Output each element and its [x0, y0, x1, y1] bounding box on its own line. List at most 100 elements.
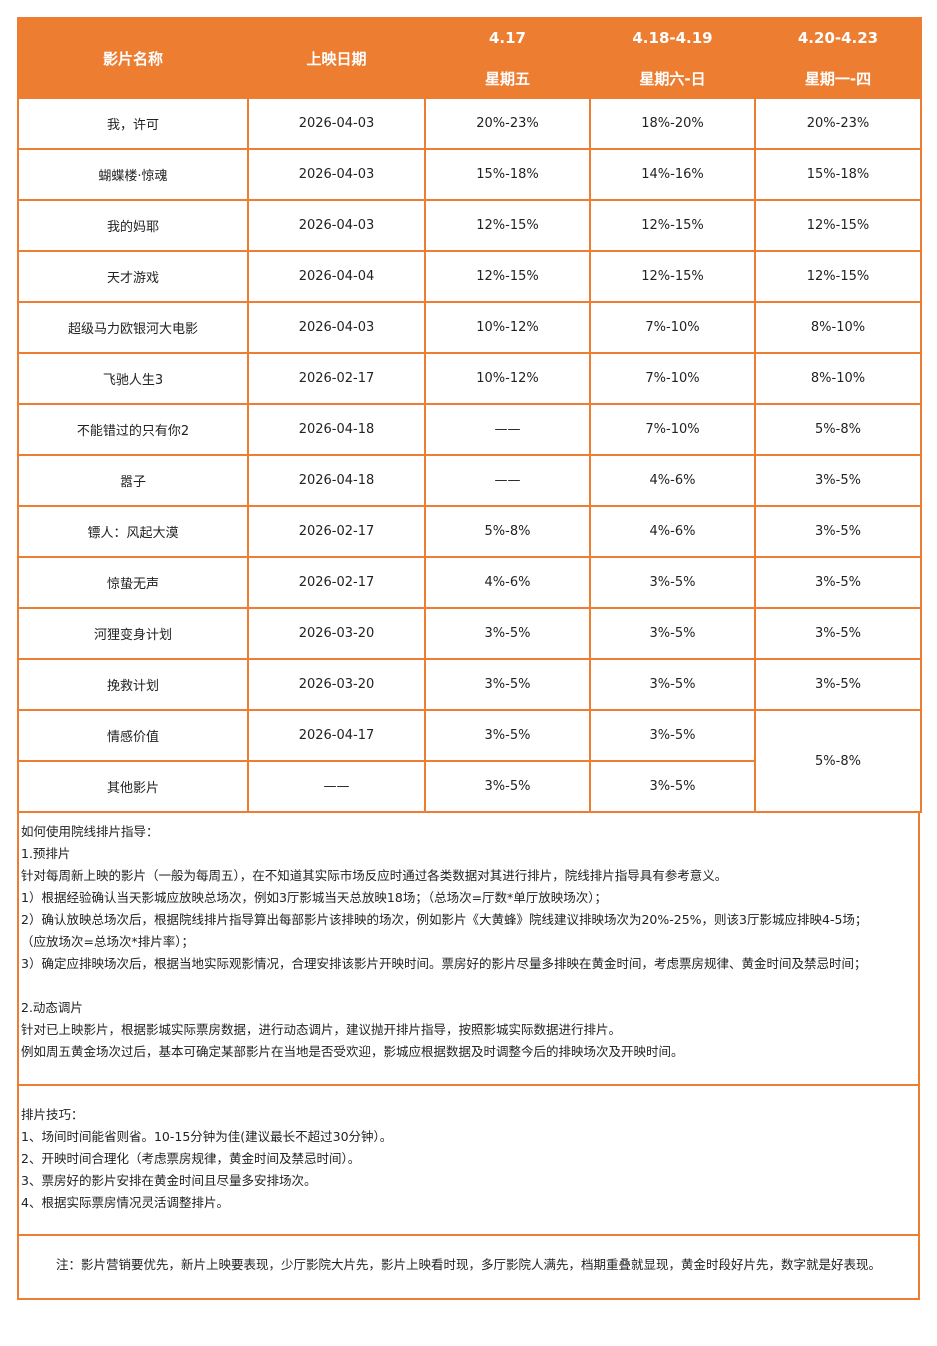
header-col1-day: 星期五: [424, 57, 591, 99]
table-cell: 3%-5%: [754, 454, 922, 507]
table-cell: 3%-5%: [754, 556, 922, 609]
schedule-document: 影片名称 上映日期 4.17 4.18-4.19 4.20-4.23 星期五 星…: [17, 17, 922, 1300]
table-cell: 2026-04-03: [247, 97, 426, 150]
header-release-date: 上映日期: [247, 17, 426, 99]
table-cell: 飞驰人生3: [17, 352, 249, 405]
table-cell: 3%-5%: [424, 607, 591, 660]
table-cell: 蝴蝶楼·惊魂: [17, 148, 249, 201]
table-cell: 4%-6%: [424, 556, 591, 609]
note-line: 针对每周新上映的影片（一般为每周五），在不知道其实际市场反应时通过各类数据对其进…: [21, 868, 728, 883]
table-row: 不能错过的只有你2 2026-04-18 —— 7%-10% 5%-8%: [17, 403, 922, 456]
tip-line: 2、开映时间合理化（考虑票房规律，黄金时间及禁忌时间）。: [21, 1151, 361, 1166]
table-cell: 15%-18%: [424, 148, 591, 201]
table-row: 我的妈耶 2026-04-03 12%-15% 12%-15% 12%-15%: [17, 199, 922, 252]
table-cell: 我的妈耶: [17, 199, 249, 252]
tip-line: 1、场间时间能省则省。10-15分钟为佳(建议最长不超过30分钟）。: [21, 1129, 393, 1144]
header-col3-day: 星期一-四: [754, 57, 922, 99]
table-cell: 7%-10%: [589, 301, 756, 354]
table-cell: 15%-18%: [754, 148, 922, 201]
table-cell: 4%-6%: [589, 505, 756, 558]
table-cell: 12%-15%: [754, 199, 922, 252]
table-cell: 12%-15%: [424, 250, 591, 303]
note-line: 1.预排片: [21, 846, 71, 861]
table-cell: 3%-5%: [424, 760, 591, 813]
table-cell: 10%-12%: [424, 301, 591, 354]
table-cell: 2026-02-17: [247, 505, 426, 558]
note-line: 针对已上映影片，根据影城实际票房数据，进行动态调片，建议抛开排片指导，按照影城实…: [21, 1022, 622, 1037]
table-cell: 惊蛰无声: [17, 556, 249, 609]
table-cell: 3%-5%: [589, 760, 756, 813]
note-line: 如何使用院线排片指导：: [21, 824, 159, 839]
table-cell: 天才游戏: [17, 250, 249, 303]
table-cell: 2026-04-03: [247, 148, 426, 201]
table-cell: 12%-15%: [589, 250, 756, 303]
tip-line: 排片技巧：: [21, 1107, 84, 1122]
table-cell: 18%-20%: [589, 97, 756, 150]
table-cell: ——: [424, 454, 591, 507]
note-line: 3）确定应排映场次后，根据当地实际观影情况，合理安排该影片开映时间。票房好的影片…: [21, 956, 867, 971]
table-cell: 20%-23%: [754, 97, 922, 150]
note-line: 1）根据经验确认当天影城应放映总场次，例如3厅影城当天总放映18场；（总场次=厅…: [21, 890, 608, 905]
table-cell: 2026-04-03: [247, 301, 426, 354]
header-film-name: 影片名称: [17, 17, 249, 99]
scheduling-tips: 排片技巧： 1、场间时间能省则省。10-15分钟为佳(建议最长不超过30分钟）。 2…: [17, 1086, 920, 1236]
table-cell: 14%-16%: [589, 148, 756, 201]
table-row: 蝴蝶楼·惊魂 2026-04-03 15%-18% 14%-16% 15%-18%: [17, 148, 922, 201]
table-cell: 2026-04-18: [247, 454, 426, 507]
table-cell: 2026-04-04: [247, 250, 426, 303]
table-cell: 8%-10%: [754, 352, 922, 405]
table-cell: 3%-5%: [754, 658, 922, 711]
table-row: 天才游戏 2026-04-04 12%-15% 12%-15% 12%-15%: [17, 250, 922, 303]
note-line: [21, 975, 916, 997]
table-row: 情感价值 2026-04-17 3%-5% 3%-5% 5%-8%: [17, 709, 922, 813]
table-cell: 3%-5%: [424, 709, 591, 762]
table-cell: 12%-15%: [589, 199, 756, 252]
table-cell: 镖人：风起大漠: [17, 505, 249, 558]
table-cell: 河狸变身计划: [17, 607, 249, 660]
schedule-table: 影片名称 上映日期 4.17 4.18-4.19 4.20-4.23 星期五 星…: [17, 17, 922, 813]
note-line: 2）确认放映总场次后，根据院线排片指导算出每部影片该排映的场次，例如影片《大黄蜂…: [21, 912, 868, 927]
table-row: 镖人：风起大漠 2026-02-17 5%-8% 4%-6% 3%-5%: [17, 505, 922, 558]
note-line: 例如周五黄金场次过后，基本可确定某部影片在当地是否受欢迎，影城应根据数据及时调整…: [21, 1044, 684, 1059]
table-cell: 挽救计划: [17, 658, 249, 711]
table-cell: ——: [424, 403, 591, 456]
table-cell: 2026-04-03: [247, 199, 426, 252]
table-cell: 5%-8%: [754, 403, 922, 456]
table-cell: 7%-10%: [589, 403, 756, 456]
header-col1-date: 4.17: [424, 17, 591, 59]
table-cell: 嚣子: [17, 454, 249, 507]
table-cell: 3%-5%: [589, 709, 756, 762]
table-cell: 情感价值: [17, 709, 249, 762]
table-cell: 其他影片: [17, 760, 249, 813]
table-cell: 8%-10%: [754, 301, 922, 354]
table-cell: 20%-23%: [424, 97, 591, 150]
table-row: 河狸变身计划 2026-03-20 3%-5% 3%-5% 3%-5%: [17, 607, 922, 660]
table-cell: 2026-04-17: [247, 709, 426, 762]
note-line: （应放场次=总场次*排片率）；: [21, 934, 194, 949]
usage-notes: 如何使用院线排片指导： 1.预排片针对每周新上映的影片（一般为每周五），在不知道其…: [17, 813, 920, 1086]
table-cell: 3%-5%: [754, 505, 922, 558]
table-cell: 2026-02-17: [247, 352, 426, 405]
tip-line: 3、票房好的影片安排在黄金时间且尽量多安排场次。: [21, 1173, 317, 1188]
table-row: 嚣子 2026-04-18 —— 4%-6% 3%-5%: [17, 454, 922, 507]
header-col2-day: 星期六-日: [589, 57, 756, 99]
table-cell: 3%-5%: [754, 607, 922, 660]
header-col3-date: 4.20-4.23: [754, 17, 922, 59]
table-cell: 5%-8%: [754, 709, 922, 813]
table-cell: 超级马力欧银河大电影: [17, 301, 249, 354]
table-row: 惊蛰无声 2026-02-17 4%-6% 3%-5% 3%-5%: [17, 556, 922, 609]
table-row: 我，许可 2026-04-03 20%-23% 18%-20% 20%-23%: [17, 97, 922, 150]
table-cell: 10%-12%: [424, 352, 591, 405]
footer-note: 注：影片营销要优先，新片上映要表现，少厅影院大片先，影片上映看时现，多厅影院人满…: [17, 1236, 920, 1300]
table-cell: 3%-5%: [424, 658, 591, 711]
table-row: 挽救计划 2026-03-20 3%-5% 3%-5% 3%-5%: [17, 658, 922, 711]
table-cell: 12%-15%: [754, 250, 922, 303]
table-row: 超级马力欧银河大电影 2026-04-03 10%-12% 7%-10% 8%-10%: [17, 301, 922, 354]
table-cell: 4%-6%: [589, 454, 756, 507]
table-row: 其他影片 —— 3%-5% 3%-5%: [17, 760, 921, 813]
note-line: 2.动态调片: [21, 1000, 83, 1015]
tip-line: 4、根据实际票房情况灵活调整排片。: [21, 1195, 229, 1210]
table-cell: 12%-15%: [424, 199, 591, 252]
table-cell: 2026-02-17: [247, 556, 426, 609]
table-cell: ——: [247, 760, 426, 813]
